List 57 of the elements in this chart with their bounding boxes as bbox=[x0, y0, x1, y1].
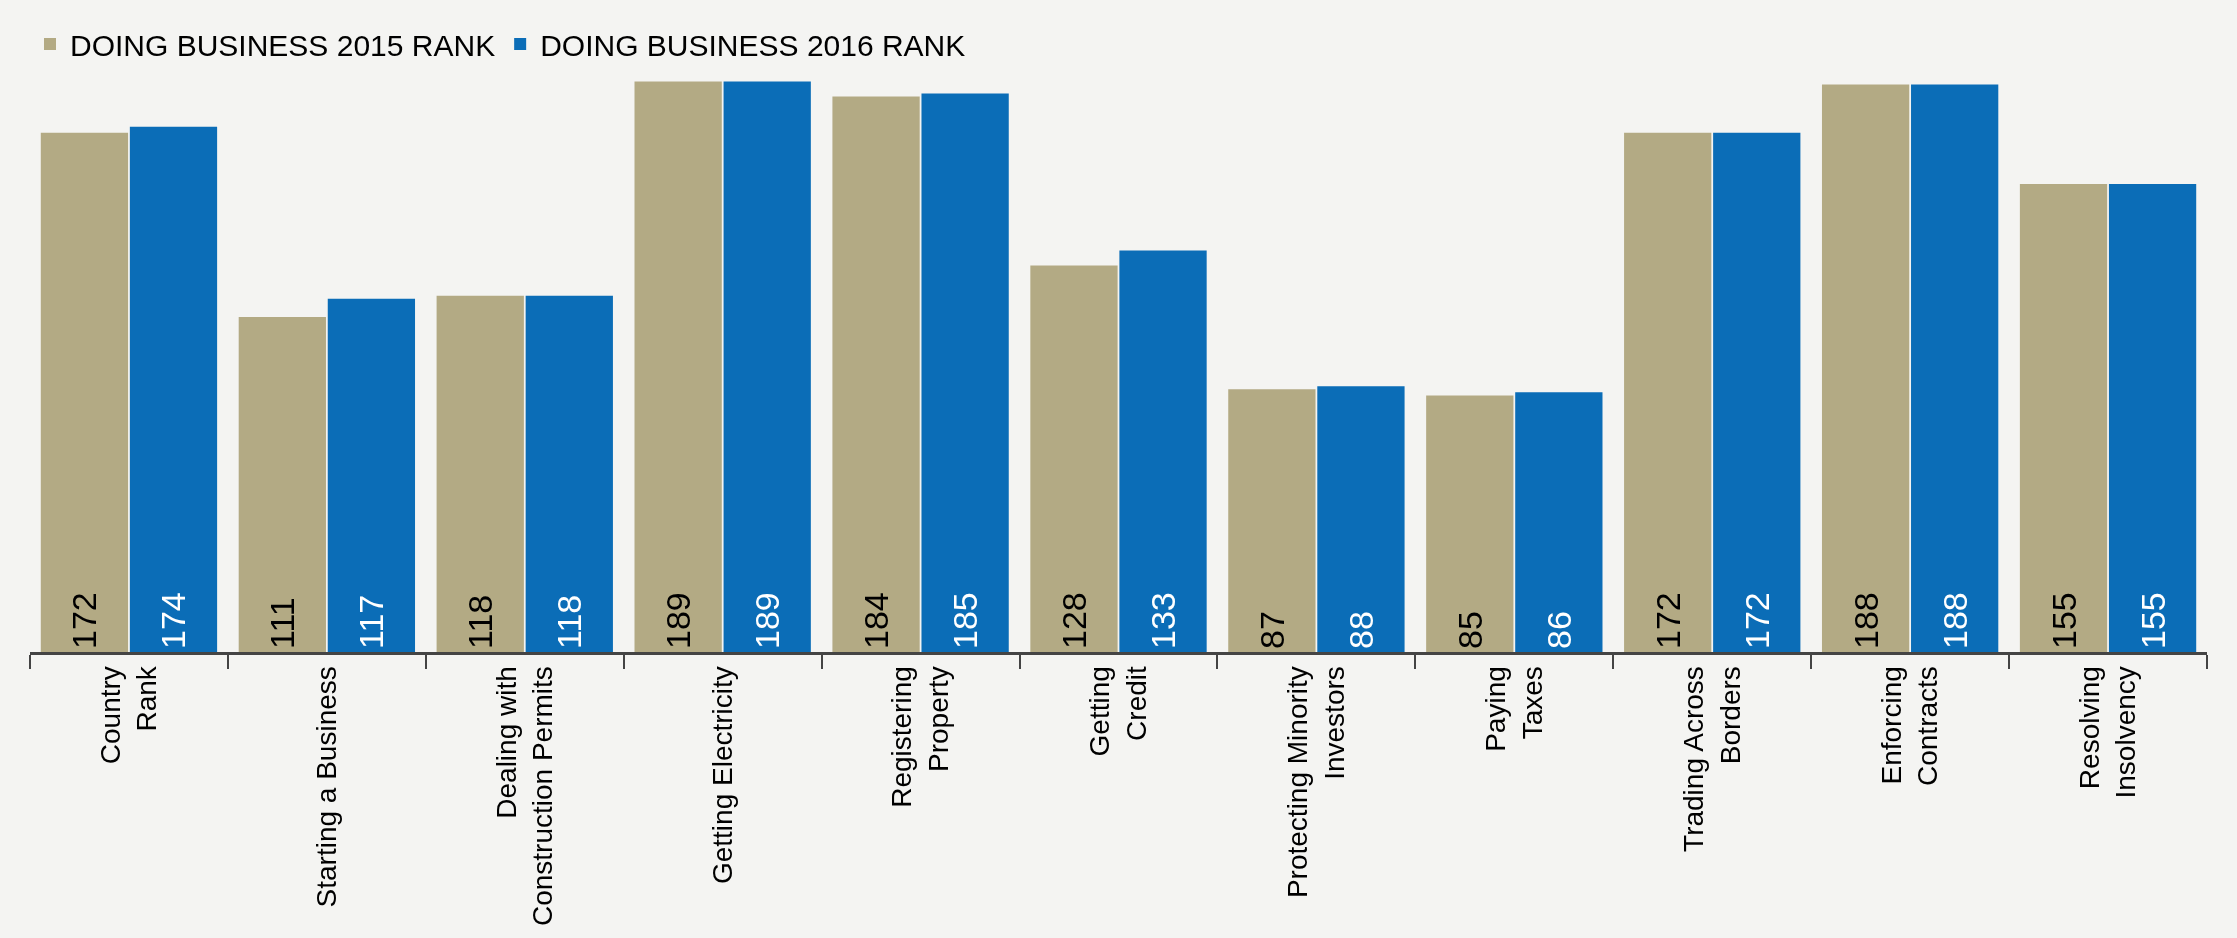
x-tick-label: Country Rank bbox=[94, 665, 163, 765]
bar bbox=[327, 298, 416, 652]
bar bbox=[129, 126, 218, 652]
data-label: 188 bbox=[1935, 592, 1974, 649]
bar bbox=[1515, 392, 1603, 652]
bar bbox=[436, 295, 524, 652]
data-label: 111 bbox=[263, 597, 302, 649]
data-label: 155 bbox=[2044, 592, 2083, 649]
x-tick-label: Starting a Business bbox=[310, 666, 342, 908]
bar bbox=[525, 295, 613, 652]
x-tick-label: Getting Credit bbox=[1084, 665, 1152, 757]
x-tick-label: Trading Across Borders bbox=[1678, 666, 1746, 852]
bar bbox=[1030, 265, 1118, 652]
data-label: 172 bbox=[1648, 592, 1687, 649]
bar bbox=[1228, 389, 1316, 652]
bar bbox=[723, 81, 811, 652]
bar bbox=[634, 81, 722, 652]
data-label: 86 bbox=[1539, 611, 1578, 649]
data-label: 174 bbox=[154, 592, 193, 649]
data-label: 85 bbox=[1450, 611, 1489, 649]
bar bbox=[1426, 395, 1514, 652]
data-label: 188 bbox=[1846, 592, 1885, 649]
bar bbox=[2108, 184, 2197, 652]
bar bbox=[1119, 250, 1207, 652]
bar bbox=[1713, 132, 1801, 652]
data-label: 184 bbox=[857, 592, 896, 649]
data-label: 118 bbox=[550, 594, 589, 649]
bar bbox=[1821, 84, 1910, 652]
bar bbox=[832, 96, 920, 652]
data-label: 189 bbox=[748, 592, 787, 649]
data-label: 185 bbox=[946, 592, 985, 649]
x-tick-label: Dealing with Construction Permits bbox=[490, 666, 559, 927]
data-label: 118 bbox=[461, 594, 500, 649]
data-label: 117 bbox=[352, 594, 391, 649]
data-label: 128 bbox=[1054, 592, 1093, 649]
data-label: 87 bbox=[1252, 611, 1291, 649]
data-label: 88 bbox=[1341, 611, 1380, 649]
x-tick-label: Resolving Insolvency bbox=[2073, 666, 2142, 799]
data-label: 189 bbox=[659, 592, 698, 649]
legend-label: DOING BUSINESS 2015 RANK bbox=[70, 28, 496, 62]
bar bbox=[1317, 386, 1405, 652]
data-label: 133 bbox=[1144, 592, 1183, 649]
bar bbox=[238, 316, 326, 652]
x-tick-label: Enforcing Contracts bbox=[1876, 666, 1944, 787]
bar bbox=[921, 93, 1009, 652]
data-label: 155 bbox=[2133, 592, 2172, 649]
data-label: 172 bbox=[65, 592, 104, 649]
x-tick-label: Protecting Minority Investors bbox=[1282, 666, 1350, 899]
legend-label: DOING BUSINESS 2016 RANK bbox=[540, 28, 966, 62]
bar bbox=[1624, 132, 1712, 652]
bar bbox=[2019, 184, 2108, 652]
bar bbox=[40, 132, 129, 652]
x-tick-label: Getting Electricity bbox=[706, 666, 738, 885]
data-label: 172 bbox=[1737, 592, 1776, 649]
x-tick-label: Registering Property bbox=[886, 666, 954, 808]
x-tick-label: Paying Taxes bbox=[1480, 666, 1548, 752]
bar bbox=[1911, 84, 1999, 652]
